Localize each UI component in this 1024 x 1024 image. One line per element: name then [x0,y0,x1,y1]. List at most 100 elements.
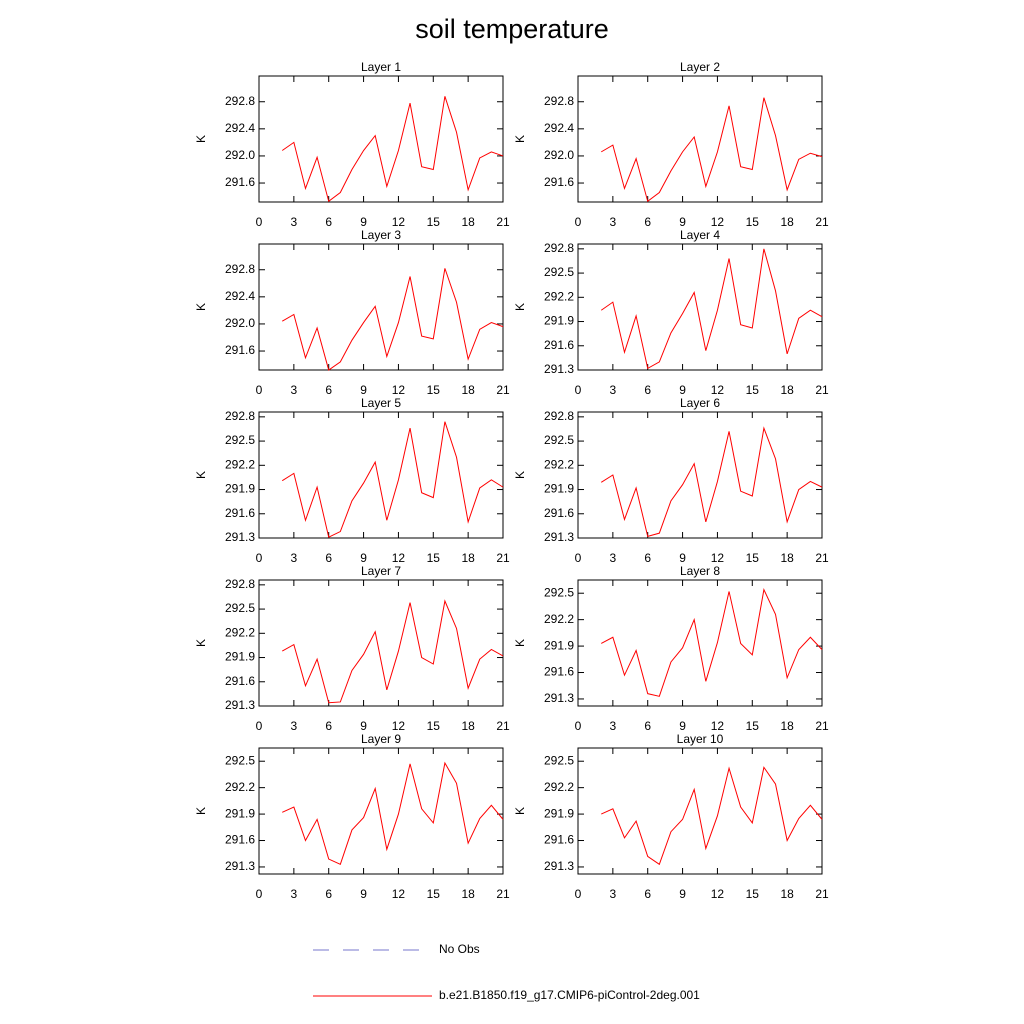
x-tick-label: 6 [644,383,651,397]
x-tick-label: 3 [291,719,298,733]
x-tick-label: 3 [610,551,617,565]
y-tick-label: 291.9 [225,650,255,664]
y-axis-label: K [513,303,527,311]
y-tick-label: 292.5 [225,433,255,447]
x-tick-label: 0 [575,383,582,397]
x-tick-label: 12 [711,215,725,229]
y-axis-label: K [194,135,208,143]
x-tick-label: 0 [575,551,582,565]
x-tick-label: 6 [644,551,651,565]
y-axis-label: K [194,639,208,647]
y-tick-label: 291.9 [544,314,574,328]
data-line [281,268,504,371]
y-axis-label: K [194,471,208,479]
y-tick-label: 292.2 [225,780,255,794]
x-tick-label: 18 [461,215,475,229]
y-tick-label: 292.0 [544,148,574,162]
panel-title: Layer 8 [680,564,720,578]
y-tick-label: 291.6 [544,665,574,679]
x-tick-label: 3 [610,719,617,733]
x-tick-label: 6 [644,887,651,901]
y-tick-label: 292.2 [544,612,574,626]
y-tick-label: 292.4 [544,121,574,135]
panel-title: Layer 6 [680,396,720,410]
data-line [601,588,823,697]
y-tick-label: 292.8 [225,262,255,276]
y-tick-label: 291.6 [225,175,255,189]
x-tick-label: 15 [427,383,441,397]
panel-title: Layer 9 [361,732,401,746]
plot-frame [577,747,823,875]
x-tick-label: 9 [360,383,367,397]
y-tick-label: 292.2 [544,780,574,794]
y-axis-label: K [194,303,208,311]
plot-frame [577,243,823,371]
x-tick-label: 21 [815,551,829,565]
y-axis-label: K [513,639,527,647]
x-tick-label: 21 [815,719,829,733]
y-axis-label: K [513,471,527,479]
x-tick-label: 3 [610,215,617,229]
x-tick-label: 3 [291,887,298,901]
y-tick-label: 292.8 [225,577,255,591]
data-line [281,96,504,203]
x-tick-label: 0 [256,383,263,397]
y-tick-label: 291.6 [544,833,574,847]
y-tick-label: 291.9 [544,482,574,496]
y-tick-label: 292.8 [225,94,255,108]
data-line [600,426,823,538]
y-tick-label: 292.8 [225,409,255,423]
y-tick-label: 292.4 [225,289,255,303]
y-tick-label: 291.3 [544,691,574,705]
x-tick-label: 12 [711,887,725,901]
x-tick-label: 18 [461,887,475,901]
y-axis-label: K [194,807,208,815]
x-tick-label: 9 [679,551,686,565]
panel-title: Layer 3 [361,228,401,242]
x-tick-label: 15 [746,719,760,733]
x-tick-label: 9 [360,551,367,565]
y-tick-label: 291.6 [225,343,255,357]
y-tick-label: 292.2 [225,457,255,471]
y-tick-label: 291.3 [225,859,255,873]
y-tick-label: 292.5 [544,265,574,279]
x-tick-label: 12 [711,383,725,397]
plot-frame [577,75,823,203]
x-tick-label: 15 [746,551,760,565]
data-line [281,599,504,704]
x-tick-label: 9 [360,719,367,733]
y-tick-label: 291.9 [544,638,574,652]
y-tick-label: 292.2 [544,457,574,471]
y-tick-label: 292.5 [544,753,574,767]
x-tick-label: 0 [256,719,263,733]
y-tick-label: 291.9 [225,482,255,496]
y-tick-label: 291.3 [225,530,255,544]
data-line [282,761,504,865]
y-tick-label: 292.5 [225,601,255,615]
x-tick-label: 15 [746,383,760,397]
x-tick-label: 12 [392,551,406,565]
x-tick-label: 18 [780,887,794,901]
panel-title: Layer 7 [361,564,401,578]
x-tick-label: 21 [815,215,829,229]
y-tick-label: 292.8 [544,94,574,108]
plot-frame [577,579,823,707]
y-tick-label: 292.0 [225,148,255,162]
y-tick-label: 291.6 [544,338,574,352]
plot-frame [258,75,504,203]
data-line [600,248,823,370]
x-tick-label: 12 [392,383,406,397]
x-tick-label: 21 [815,383,829,397]
figure-title: soil temperature [415,14,609,44]
x-tick-label: 18 [780,551,794,565]
x-tick-label: 18 [780,383,794,397]
y-tick-label: 291.6 [225,833,255,847]
x-tick-label: 9 [679,215,686,229]
x-tick-label: 21 [496,719,510,733]
y-axis-label: K [513,807,527,815]
x-tick-label: 9 [360,887,367,901]
y-tick-label: 292.5 [225,753,255,767]
x-tick-label: 6 [325,551,332,565]
panel-title: Layer 4 [680,228,720,242]
